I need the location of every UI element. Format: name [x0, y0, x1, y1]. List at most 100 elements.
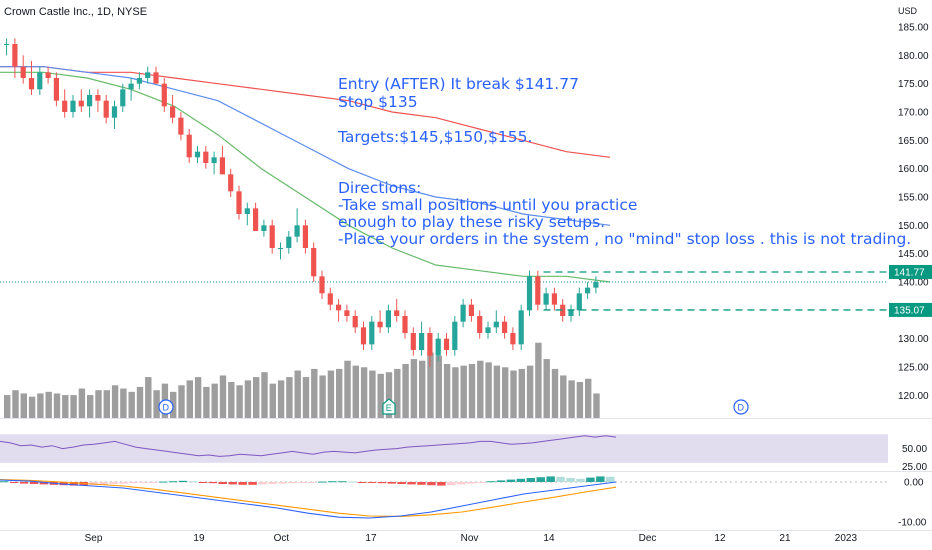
- candle-body: [518, 310, 524, 345]
- candle-body: [551, 293, 557, 305]
- candle-body: [435, 338, 441, 356]
- candle-body: [294, 225, 300, 237]
- macd-histogram-bar: [506, 479, 516, 482]
- macd-histogram-bar: [327, 481, 337, 483]
- price-tick-label: 160.00: [898, 164, 929, 175]
- volume-bar: [20, 393, 27, 418]
- x-axis-tick-label: 21: [779, 533, 791, 544]
- macd-histogram-bar: [69, 482, 78, 486]
- currency-label: USD: [898, 6, 918, 16]
- x-axis-tick-label: Oct: [274, 533, 290, 544]
- volume-bar: [493, 365, 501, 418]
- macd-histogram-bar: [188, 481, 198, 483]
- candle-body: [385, 310, 391, 328]
- candle-body: [111, 106, 118, 118]
- macd-histogram-bar: [566, 478, 575, 482]
- candle-body: [28, 78, 35, 90]
- candle-body: [311, 248, 317, 277]
- annotation-line: Directions:: [338, 179, 422, 197]
- candle-body: [377, 321, 383, 328]
- annotation-line: -Place your orders in the system , no "m…: [338, 230, 912, 248]
- annotation-line: Targets:$145,$150,$155.: [338, 128, 533, 146]
- moving-average-red: [0, 66, 611, 158]
- volume-bar: [377, 373, 384, 418]
- moving-average-green: [0, 71, 611, 283]
- macd-histogram-bar: [476, 482, 486, 483]
- macd-histogram-bar: [198, 482, 208, 483]
- price-label-box: [889, 302, 932, 317]
- volume-bar: [551, 368, 559, 418]
- volume-bar: [211, 383, 218, 418]
- candle-body: [344, 310, 350, 316]
- volume-bar: [186, 380, 193, 418]
- candle-body: [37, 72, 43, 90]
- macd-histogram-bar: [308, 482, 317, 483]
- candle-body: [593, 282, 599, 288]
- candle-body: [12, 44, 18, 67]
- macd-histogram-bar: [496, 480, 506, 482]
- volume-bar: [419, 360, 426, 418]
- volume-bar: [103, 390, 110, 418]
- candle-body: [228, 174, 234, 192]
- volume-bar: [78, 388, 86, 418]
- candle-body: [178, 117, 184, 135]
- candle-body: [443, 338, 450, 350]
- candle-body: [502, 321, 508, 333]
- volume-bar: [70, 395, 77, 418]
- candle-body: [493, 321, 499, 328]
- volume-bar: [510, 370, 517, 418]
- macd-histogram-bar: [357, 482, 367, 483]
- volume-bar: [585, 378, 592, 418]
- macd-histogram-bar: [486, 481, 496, 483]
- moving-average-blue: [0, 66, 611, 226]
- earnings-marker-icon: [382, 398, 396, 415]
- volume-bar: [435, 355, 442, 418]
- x-axis-tick-label: 2023: [835, 533, 858, 544]
- volume-bar: [219, 375, 227, 418]
- price-tick-label: 185.00: [898, 23, 929, 34]
- candle-body: [161, 83, 167, 107]
- x-axis-tick-label: Sep: [85, 533, 103, 544]
- volume-bar: [327, 370, 335, 418]
- macd-histogram-bar: [99, 482, 108, 485]
- price-tick-label: 175.00: [898, 79, 929, 90]
- price-tick-label: 150.00: [898, 221, 929, 232]
- macd-histogram-bar: [208, 482, 218, 484]
- volume-bar: [344, 360, 351, 418]
- candle-body: [352, 316, 358, 328]
- volume-bar: [502, 367, 509, 418]
- volume-bar: [593, 393, 600, 418]
- macd-histogram-bar: [367, 482, 377, 483]
- candle-body: [336, 304, 342, 311]
- volume-bar: [485, 362, 492, 418]
- volume-bar: [95, 390, 102, 418]
- candle-body: [327, 293, 333, 305]
- candle-body: [526, 276, 533, 311]
- volume-bar: [203, 386, 210, 418]
- dividend-marker-icon: [733, 399, 749, 415]
- candle-body: [410, 333, 416, 350]
- volume-bar: [427, 352, 434, 418]
- macd-histogram-bar: [466, 482, 476, 484]
- candle-body: [128, 83, 134, 90]
- macd-histogram-bar: [526, 478, 536, 482]
- candle-body: [62, 100, 68, 112]
- price-label-box: [889, 264, 932, 279]
- volume-bar: [576, 382, 584, 418]
- price-tick-label: 130.00: [898, 334, 929, 345]
- candle-body: [261, 225, 267, 231]
- volume-bar: [62, 395, 69, 418]
- volume-bar: [385, 372, 393, 418]
- x-axis-tick-label: 19: [193, 533, 205, 544]
- event-marker-label: D: [738, 403, 745, 413]
- volume-bar: [87, 395, 94, 418]
- macd-histogram-bar: [29, 482, 39, 484]
- candle-body: [244, 208, 250, 214]
- volume-bar: [269, 383, 276, 418]
- candle-body: [302, 225, 308, 248]
- candle-body: [460, 304, 466, 322]
- candle-body: [535, 276, 541, 305]
- event-marker-label: D: [163, 403, 170, 413]
- candle-body: [360, 327, 367, 345]
